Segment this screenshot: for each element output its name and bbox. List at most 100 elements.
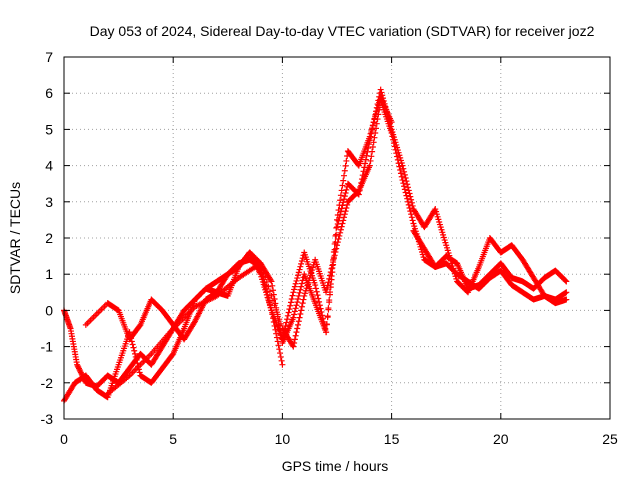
data-point [300,296,307,303]
data-point [405,201,412,208]
data-point [397,166,404,173]
y-tick-label: 3 [45,194,53,210]
data-point [372,130,379,137]
data-point [337,192,344,199]
x-tick-label: 20 [493,431,509,447]
data-point [366,137,373,144]
data-point [369,148,376,155]
data-point [295,292,302,299]
data-point [269,282,276,289]
data-point [290,343,297,350]
data-point [337,226,344,233]
data-point [374,116,381,123]
data-point [289,292,296,299]
data-point [260,269,267,276]
data-point [379,92,386,99]
x-tick-label: 10 [275,431,291,447]
y-tick-label: -3 [41,411,54,427]
data-point [341,196,348,203]
data-point [293,277,300,284]
data-point [131,350,138,357]
data-point [408,199,415,206]
data-point [312,285,319,292]
data-point [291,286,298,293]
data-point [371,134,378,141]
data-point [396,163,403,170]
data-point [291,308,298,315]
data-point [393,150,400,157]
data-point [373,120,380,127]
data-point [297,263,304,270]
data-point [324,314,331,321]
data-point [296,266,303,273]
data-point [284,316,291,323]
data-point [293,302,300,309]
data-point [298,283,305,290]
ticks: 0 5 10 15 20 25 -3 -2 -1 0 1 2 3 4 5 6 7 [41,49,618,447]
data-point [295,321,301,328]
data-point [375,111,382,118]
data-point [562,277,569,284]
data-point [369,126,376,133]
data-point [408,196,415,203]
data-point [341,214,348,221]
data-point [339,182,346,189]
data-point [295,296,301,303]
data-point [365,141,372,148]
data-point [332,248,339,255]
data-point [316,298,323,305]
data-point [257,260,264,267]
data-point [404,184,411,191]
data-point [404,181,411,188]
data-point [299,255,306,262]
data-point [340,177,347,184]
data-point [330,255,337,262]
data-point [291,339,298,346]
data-point [326,275,333,282]
data-point [344,201,351,208]
data-point [341,167,348,174]
data-point [333,224,340,231]
data-point [333,231,340,238]
data-point [394,156,401,163]
y-tick-label: -1 [41,339,54,355]
data-point [362,160,369,167]
chart-title: Day 053 of 2024, Sidereal Day-to-day VTE… [90,23,595,39]
data-point [377,86,384,93]
data-point [334,242,340,249]
y-axis-label: SDTVAR / TECUs [7,182,23,294]
data-point [341,193,348,200]
data-point [407,193,414,200]
data-point [395,160,402,167]
data-point [287,299,294,306]
data-point [268,292,275,299]
x-tick-label: 25 [602,431,618,447]
y-tick-label: 4 [45,158,53,174]
data-point [343,205,350,212]
data-point [340,217,347,224]
data-point [389,133,396,140]
data-point [326,291,333,298]
data-point [273,306,280,313]
y-tick-label: 7 [45,49,53,65]
data-point [130,344,137,351]
data-point [285,309,292,316]
x-tick-label: 0 [60,431,68,447]
data-point [295,272,301,279]
data-point [563,289,570,296]
data-point [405,187,412,194]
data-point [291,311,298,318]
data-point [266,288,273,295]
data-point [131,347,138,354]
data-point [327,284,334,291]
data-series [410,227,570,307]
data-point [367,157,374,164]
data-point [401,171,408,178]
data-point [390,136,397,143]
data-point [399,177,406,184]
data-point [334,239,341,246]
data-point [291,336,298,343]
y-tick-label: 2 [45,230,53,246]
data-point [341,211,348,218]
data-point [270,297,277,304]
